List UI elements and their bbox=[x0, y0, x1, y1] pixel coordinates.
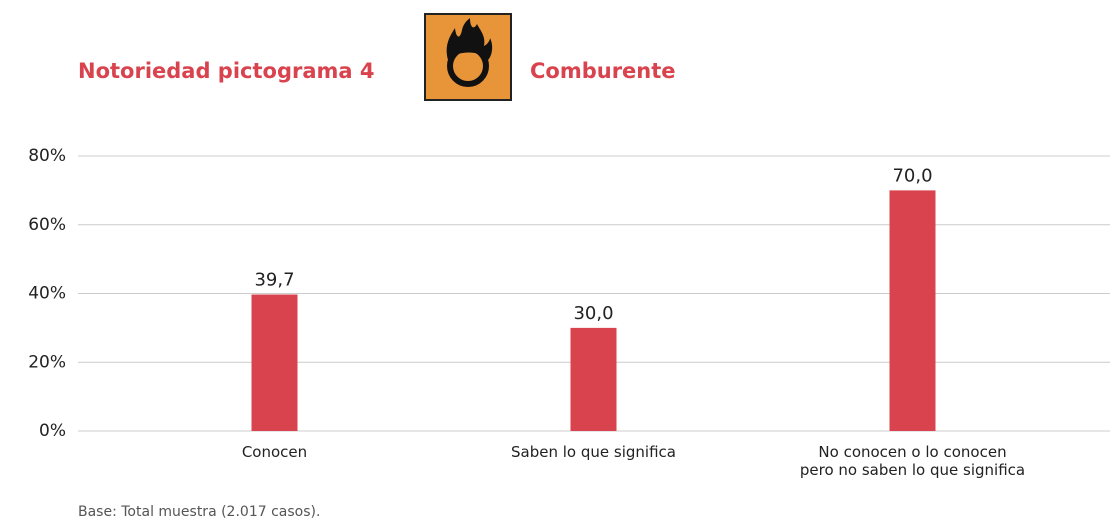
pictogram-icon bbox=[424, 13, 512, 101]
y-tick-label: 60% bbox=[28, 215, 66, 235]
y-tick-label: 40% bbox=[28, 284, 66, 304]
footnote: Base: Total muestra (2.017 casos). bbox=[78, 504, 320, 520]
y-tick-label: 0% bbox=[39, 421, 66, 441]
x-tick-label: Saben lo que significa bbox=[511, 443, 676, 461]
x-tick-label: Conocen bbox=[241, 443, 308, 461]
chart-subtitle: Comburente bbox=[530, 59, 676, 83]
y-tick-label: 20% bbox=[28, 352, 66, 372]
bar bbox=[251, 294, 298, 431]
x-tick-label: No conocen o lo conocen pero no saben lo… bbox=[799, 443, 1026, 479]
chart-title: Notoriedad pictograma 4 bbox=[78, 59, 375, 83]
bar bbox=[570, 327, 617, 431]
bar bbox=[889, 190, 936, 431]
value-label: 30,0 bbox=[573, 303, 613, 324]
y-tick-label: 80% bbox=[28, 146, 66, 166]
value-label: 70,0 bbox=[892, 165, 932, 186]
value-label: 39,7 bbox=[254, 270, 294, 291]
